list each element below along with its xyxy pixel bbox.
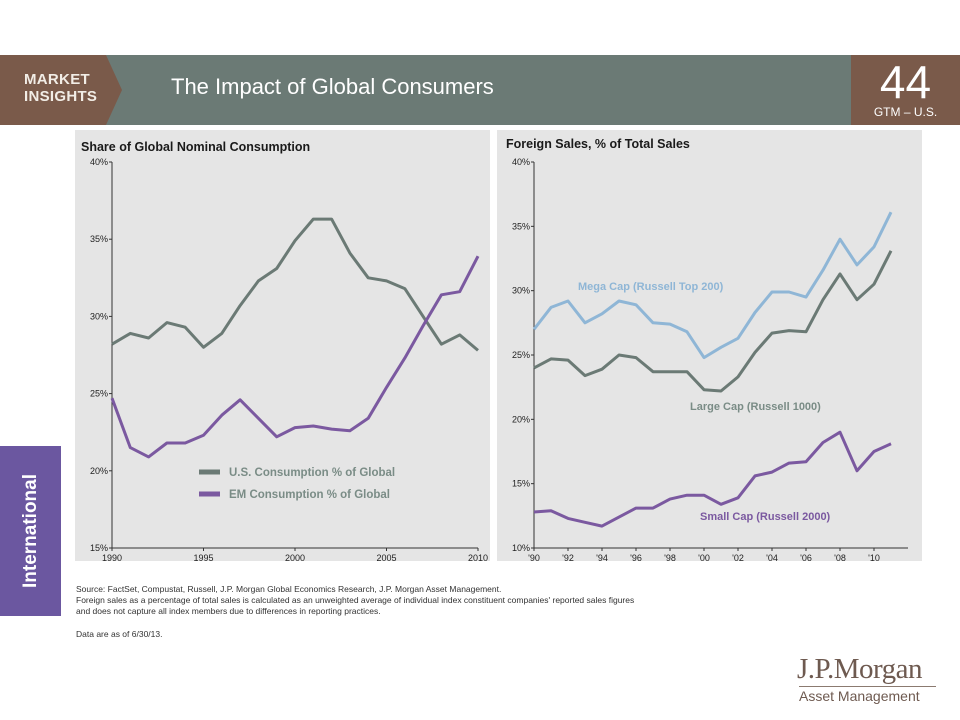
source-line-2: Foreign sales as a percentage of total s… [76,595,635,605]
page-title: The Impact of Global Consumers [171,74,494,99]
side-tab [0,446,61,616]
x-tick-label: '04 [766,553,778,563]
left-chart-title: Share of Global Nominal Consumption [81,140,310,154]
left-panel [75,130,490,561]
legend-label-2: EM Consumption % of Global [229,489,390,501]
y-tick-label: 30% [512,286,530,296]
y-tick-label: 35% [512,221,530,231]
header-banner [0,55,960,125]
series-label-1: Mega Cap (Russell Top 200) [578,281,724,293]
series-line-1 [532,211,893,360]
y-tick-label: 15% [512,479,530,489]
y-tick-label: 25% [512,350,530,360]
x-tick-label: '96 [630,553,642,563]
y-tick-label: 35% [90,234,108,244]
brand-line-1: MARKET [24,71,90,88]
series-line-2 [110,255,480,459]
y-tick-label: 30% [90,311,108,321]
y-tick-label: 10% [512,543,530,553]
jpmorgan-logo: J.P.Morgan [797,653,923,685]
right-chart: 10% 15% 20% 25% 30% 35% 40% '90 '92 '94 '96 '98 '00 '… [512,157,908,563]
x-tick-label: '06 [800,553,812,563]
source-note: Source: FactSet, Compustat, Russell, J.P… [76,584,836,617]
x-tick-label: '92 [562,553,574,563]
left-chart: 15% 20% 25% 30% 35% 40% 1990 1995 2000 2005 2010 U.… [90,157,488,563]
source-line-3: and does not capture all index members d… [76,606,381,616]
x-tick-label: 1990 [102,553,122,563]
x-tick-label: '90 [528,553,540,563]
as-of-note: Data are as of 6/30/13. [76,629,163,639]
x-tick-label: '94 [596,553,608,563]
right-panel [497,130,922,561]
logo-subtitle: Asset Management [799,686,936,704]
y-tick-label: 20% [90,466,108,476]
x-tick-label: '00 [698,553,710,563]
market-insights-label: MARKET INSIGHTS [24,71,97,105]
series-line-1 [111,217,479,352]
page-number: 44 [879,56,932,108]
market-insights-tab [0,55,122,125]
right-chart-title: Foreign Sales, % of Total Sales [506,137,690,151]
y-tick-label: 40% [512,157,530,167]
series-line-3 [533,430,892,528]
source-line-1: Source: FactSet, Compustat, Russell, J.P… [76,584,502,594]
y-tick-label: 40% [90,157,108,167]
series-line-2 [533,250,893,393]
y-tick-label: 15% [90,543,108,553]
legend-label-1: U.S. Consumption % of Global [229,467,395,479]
x-tick-label: '98 [664,553,676,563]
x-tick-label: 2010 [468,553,488,563]
x-tick-label: '10 [868,553,880,563]
page-number-box [851,55,960,125]
y-tick-label: 25% [90,389,108,399]
y-tick-label: 20% [512,414,530,424]
x-tick-label: '02 [732,553,744,563]
brand-line-2: INSIGHTS [24,88,98,105]
x-tick-label: 1995 [193,553,213,563]
x-tick-label: '08 [834,553,846,563]
series-label-2: Large Cap (Russell 1000) [690,401,821,413]
x-tick-label: 2000 [285,553,305,563]
series-label-3: Small Cap (Russell 2000) [700,511,831,523]
x-tick-label: 2005 [376,553,396,563]
page-subtitle: GTM – U.S. [873,105,938,119]
